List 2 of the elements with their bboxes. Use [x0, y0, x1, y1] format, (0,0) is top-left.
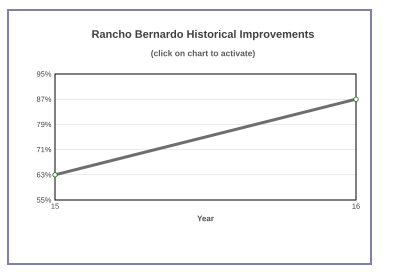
chart-title: Rancho Bernardo Historical Improvements [92, 30, 314, 40]
chart-subtitle: (click on chart to activate) [151, 50, 255, 58]
